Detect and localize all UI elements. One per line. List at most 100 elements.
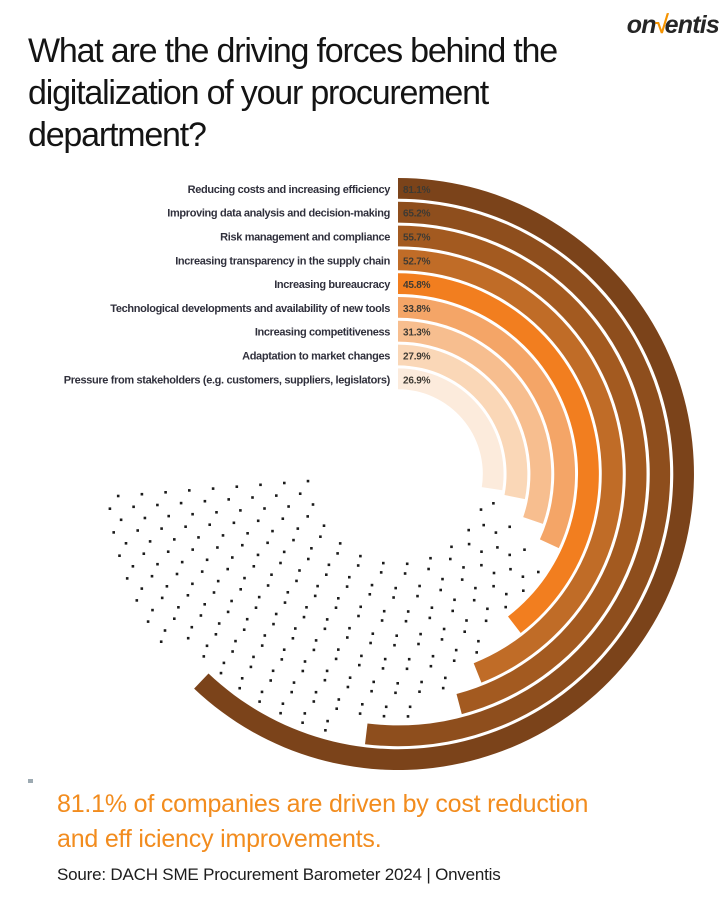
remainder-dot <box>208 523 211 526</box>
remainder-dot <box>454 648 458 652</box>
remainder-dot <box>306 479 310 483</box>
category-label: Reducing costs and increasing efficiency <box>188 184 392 196</box>
remainder-dot <box>142 552 146 555</box>
remainder-dot <box>452 659 456 662</box>
remainder-dot <box>191 548 194 551</box>
remainder-dot <box>118 554 121 557</box>
remainder-dot <box>393 643 396 647</box>
remainder-dot <box>467 528 470 532</box>
category-label: Risk management and compliance <box>220 232 390 244</box>
remainder-dot <box>486 607 489 611</box>
remainder-dot <box>325 618 329 621</box>
remainder-dot <box>298 569 301 572</box>
remainder-dot <box>356 564 360 567</box>
value-label: 33.8% <box>403 304 431 315</box>
ring-7: 31.3% Increasing competitiveness <box>251 320 552 623</box>
remainder-dot <box>429 664 433 668</box>
remainder-dot <box>287 505 290 508</box>
remainder-dot <box>522 589 525 592</box>
remainder-dot <box>327 563 331 567</box>
remainder-dot <box>177 606 180 609</box>
remainder-dot <box>307 557 310 561</box>
remainder-dot <box>475 651 478 654</box>
remainder-dot <box>269 679 272 682</box>
remainder-dot <box>266 541 269 545</box>
remainder-dot <box>294 627 297 630</box>
remainder-dot <box>474 586 477 590</box>
page-title: What are the driving forces behind the d… <box>28 32 558 154</box>
remainder-dot <box>314 690 318 694</box>
remainder-dot <box>132 505 135 509</box>
remainder-dot <box>370 583 374 587</box>
remainder-dot <box>263 634 267 637</box>
value-label: 55.7% <box>403 233 431 244</box>
remainder-dot <box>135 599 139 602</box>
remainder-dot <box>165 585 169 588</box>
value-label: 52.7% <box>403 256 431 267</box>
remainder-dot <box>496 546 499 549</box>
remainder-dot <box>492 571 496 575</box>
remainder-dot <box>325 573 328 576</box>
remainder-dot <box>418 584 421 588</box>
remainder-dot <box>246 532 249 535</box>
remainder-dot <box>484 619 488 623</box>
remainder-dot <box>348 575 351 579</box>
remainder-dot <box>460 578 464 581</box>
remainder-dot <box>429 556 432 560</box>
remainder-dot <box>150 574 154 578</box>
remainder-dot <box>202 655 206 658</box>
remainder-dot <box>408 705 412 709</box>
remainder-dot <box>372 680 375 684</box>
remainder-dot <box>148 540 152 543</box>
remainder-dot <box>146 620 150 623</box>
remainder-dot <box>348 676 352 679</box>
remainder-dot <box>322 524 326 527</box>
remainder-dot <box>282 648 286 651</box>
remainder-dot <box>286 591 290 594</box>
remainder-dot <box>241 543 244 547</box>
remainder-dot <box>492 502 495 505</box>
remainder-dot <box>324 729 327 732</box>
remainder-dot <box>337 698 341 701</box>
remainder-dot <box>180 560 184 564</box>
remainder-dot <box>379 571 383 574</box>
remainder-dot <box>258 700 261 703</box>
remainder-dot <box>197 536 200 539</box>
remainder-dot <box>186 636 190 640</box>
remainder-dot <box>346 685 350 689</box>
remainder-dot <box>203 499 207 503</box>
remainder-dot <box>467 542 471 546</box>
remainder-dot <box>279 561 282 565</box>
remainder-dot <box>143 516 147 520</box>
remainder-dot <box>240 677 244 680</box>
remainder-dot <box>254 606 258 609</box>
remainder-dot <box>381 667 385 670</box>
remainder-dot <box>346 636 349 639</box>
highlight-text: 81.1% of companies are driven by cost re… <box>57 790 589 853</box>
remainder-dot <box>442 627 446 631</box>
remainder-dot <box>335 707 338 710</box>
remainder-dot <box>492 584 495 588</box>
remainder-dot <box>392 596 395 599</box>
remainder-dot <box>242 628 246 631</box>
remainder-dot <box>221 534 225 537</box>
remainder-dot <box>382 609 386 613</box>
remainder-dot <box>316 584 319 588</box>
remainder-dot <box>131 565 135 568</box>
remainder-dot <box>249 665 253 669</box>
ring-8: 27.9% Adaptation to market changes <box>242 344 528 599</box>
remainder-dot <box>212 591 216 594</box>
remainder-dot <box>216 546 219 549</box>
remainder-dot <box>190 625 194 629</box>
remainder-dot <box>215 511 218 514</box>
remainder-dot <box>404 619 408 623</box>
remainder-dot <box>521 575 525 578</box>
remainder-dot <box>482 523 485 527</box>
remainder-dot <box>252 565 256 568</box>
remainder-dot <box>270 573 273 576</box>
remainder-dot <box>370 689 373 693</box>
remainder-dot <box>479 508 483 511</box>
remainder-dot <box>163 629 167 632</box>
remainder-dot <box>505 592 508 596</box>
